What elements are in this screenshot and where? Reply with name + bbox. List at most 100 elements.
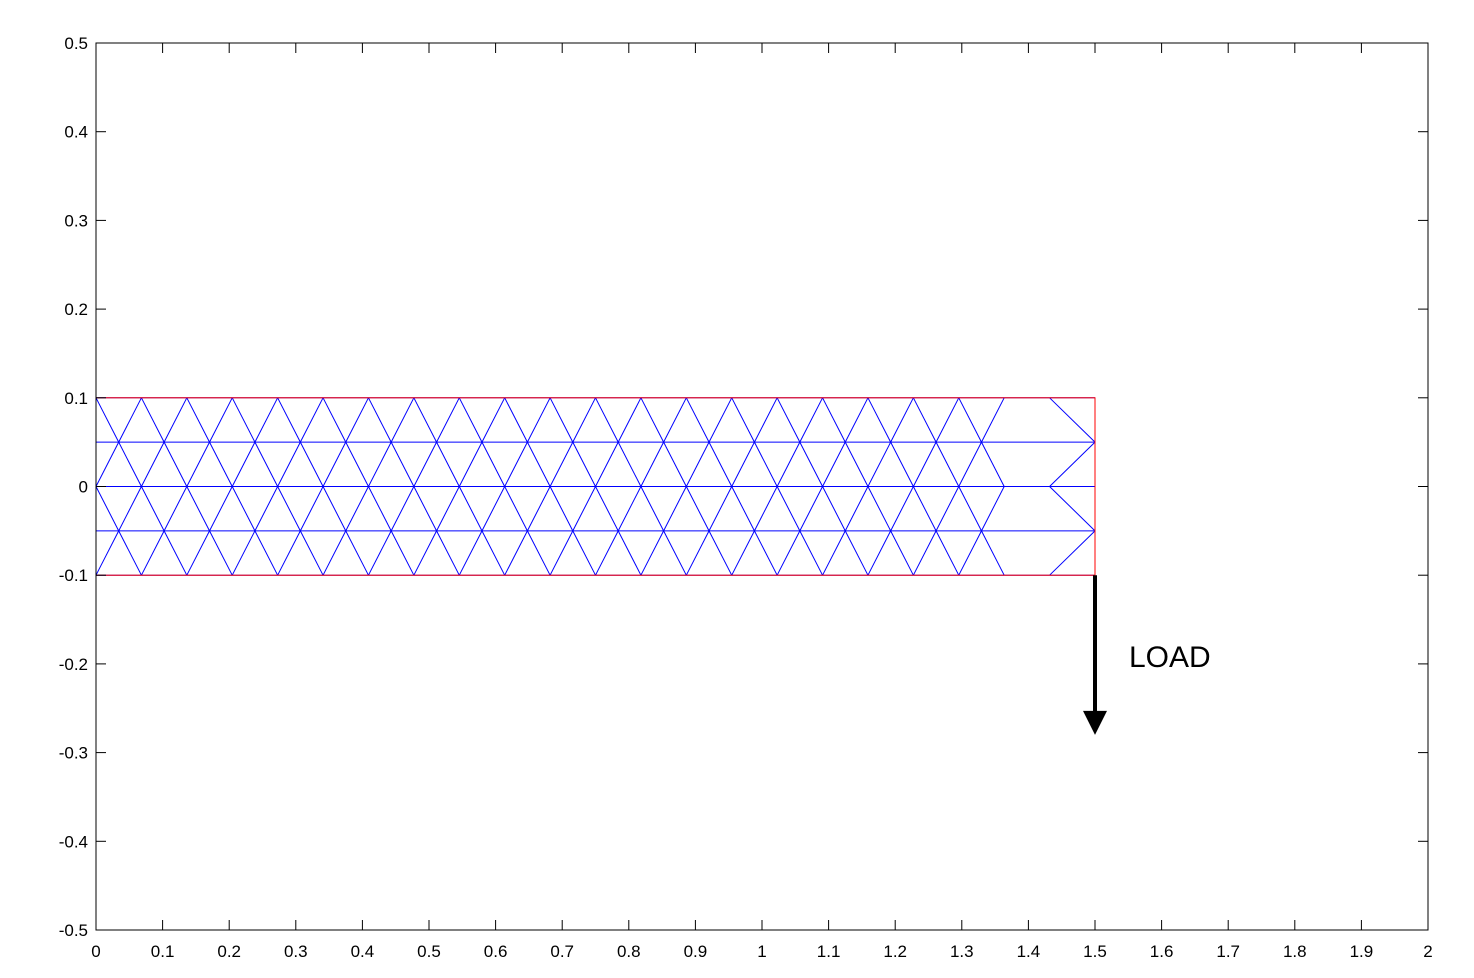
- mesh-edge: [981, 530, 1005, 576]
- mesh-edge: [844, 486, 869, 532]
- mesh-edge: [458, 397, 483, 443]
- mesh-edge: [822, 486, 846, 532]
- mesh-edge: [799, 397, 823, 443]
- axes: 0 0.1 0.2 0.3 0.4 0.5 0.6 0.7 0.8 0.9 1 1.1 1.2 1.3 1.…: [59, 34, 1433, 961]
- mesh-edge: [390, 397, 415, 443]
- mesh-edge: [981, 441, 1005, 487]
- mesh-edge: [663, 530, 687, 576]
- mesh-edge: [163, 397, 188, 443]
- mesh-edge: [640, 530, 665, 576]
- y-tick-label: 0: [79, 478, 88, 497]
- mesh-edge: [118, 397, 142, 443]
- x-tick-label: 0.4: [351, 942, 375, 961]
- mesh-edge: [890, 397, 914, 443]
- mesh-edge: [617, 397, 642, 443]
- mesh-edge: [981, 397, 1005, 443]
- mesh-edge: [731, 530, 755, 576]
- mesh-edge: [572, 441, 596, 487]
- x-tick-label: 0.3: [284, 942, 308, 961]
- mesh-edge: [504, 397, 528, 443]
- x-tick-label: 0.9: [684, 942, 708, 961]
- mesh-edge: [95, 530, 120, 576]
- mesh-edge: [186, 530, 210, 576]
- mesh-layer: [95, 397, 1096, 576]
- mesh-edge: [981, 486, 1005, 532]
- mesh-edge: [890, 441, 914, 487]
- load-arrow-head: [1083, 710, 1107, 735]
- mesh-edge: [345, 441, 369, 487]
- mesh-edge: [277, 441, 301, 487]
- mesh-edge: [1049, 530, 1096, 576]
- mesh-edge: [254, 530, 279, 576]
- mesh-edge: [95, 486, 120, 532]
- mesh-edge: [458, 441, 483, 487]
- mesh-edge: [458, 486, 483, 532]
- mesh-edge: [118, 486, 142, 532]
- mesh-edge: [708, 441, 733, 487]
- mesh-edge: [799, 441, 823, 487]
- load-annotation: LOAD: [1083, 575, 1211, 735]
- mesh-edge: [731, 441, 755, 487]
- x-tick-label: 1.3: [950, 942, 974, 961]
- mesh-edge: [685, 397, 710, 443]
- x-tick-label: 2: [1423, 942, 1432, 961]
- mesh-edge: [549, 397, 574, 443]
- mesh-edge: [867, 486, 892, 532]
- mesh-edge: [663, 486, 687, 532]
- mesh-edge: [731, 486, 755, 532]
- mesh-edge: [595, 486, 619, 532]
- mesh-edge: [526, 441, 551, 487]
- mesh-edge: [118, 441, 142, 487]
- mesh-edge: [776, 397, 801, 443]
- mesh-edge: [776, 486, 801, 532]
- mesh-edge: [912, 397, 937, 443]
- mesh-edge: [140, 530, 165, 576]
- x-tick-label: 1.8: [1283, 942, 1307, 961]
- mesh-edge: [844, 530, 869, 576]
- mesh-edge: [958, 486, 982, 532]
- x-tick-label: 0.6: [484, 942, 508, 961]
- mesh-edge: [595, 530, 619, 576]
- mesh-edge: [299, 530, 324, 576]
- mesh-edge: [549, 486, 574, 532]
- x-tick-label: 0.7: [550, 942, 574, 961]
- mesh-edge: [617, 530, 642, 576]
- y-tick-label: -0.1: [59, 566, 88, 585]
- mesh-edge: [390, 486, 415, 532]
- mesh-edge: [231, 441, 256, 487]
- mesh-edge: [254, 486, 279, 532]
- mesh-edge: [822, 397, 846, 443]
- mesh-edge: [912, 530, 937, 576]
- mesh-edge: [345, 530, 369, 576]
- mesh-edge: [708, 530, 733, 576]
- mesh-edge: [890, 486, 914, 532]
- y-tick-label: 0.4: [64, 123, 88, 142]
- mesh-edge: [776, 441, 801, 487]
- mesh-edge: [504, 441, 528, 487]
- mesh-edge: [345, 486, 369, 532]
- y-tick-label: 0.1: [64, 389, 88, 408]
- mesh-edge: [368, 530, 392, 576]
- mesh-edge: [163, 486, 188, 532]
- y-tick-label: -0.4: [59, 832, 88, 851]
- mesh-edge: [753, 530, 778, 576]
- mesh-edge: [595, 441, 619, 487]
- y-tick-label: -0.2: [59, 655, 88, 674]
- mesh-edge: [685, 530, 710, 576]
- mesh-edge: [935, 397, 960, 443]
- mesh-edge: [958, 441, 982, 487]
- mesh-edge: [390, 530, 415, 576]
- mesh-edge: [640, 486, 665, 532]
- mesh-edge: [299, 486, 324, 532]
- mesh-edge: [867, 530, 892, 576]
- mesh-edge: [776, 530, 801, 576]
- y-tick-label: 0.5: [64, 34, 88, 53]
- mesh-edge: [118, 530, 142, 576]
- mesh-edge: [572, 397, 596, 443]
- mesh-edge: [890, 530, 914, 576]
- y-tick-label: 0.2: [64, 300, 88, 319]
- mesh-edge: [708, 486, 733, 532]
- mesh-edge: [526, 397, 551, 443]
- mesh-edge: [640, 397, 665, 443]
